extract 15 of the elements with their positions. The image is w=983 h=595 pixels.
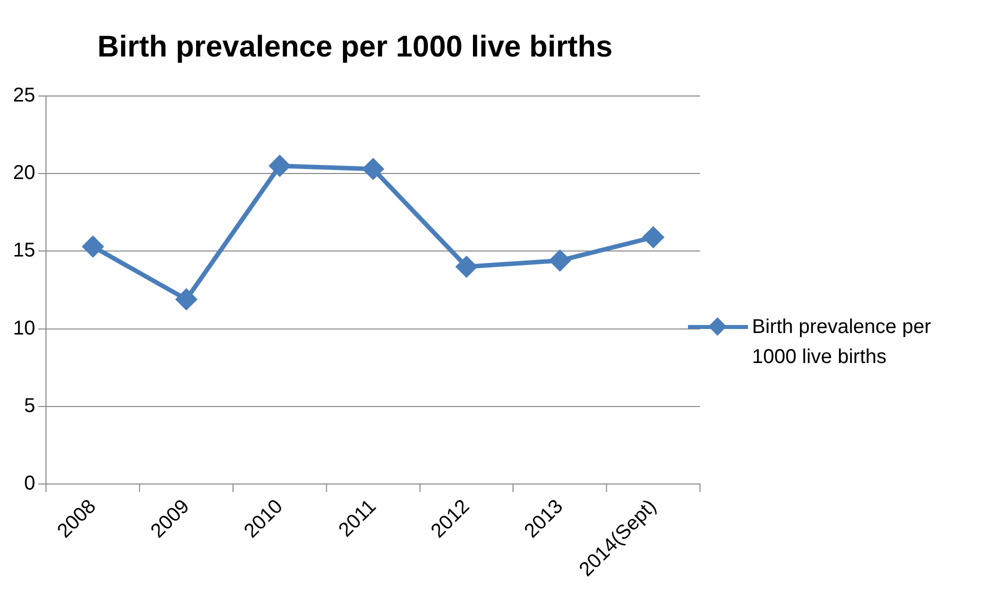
point xyxy=(456,256,477,277)
point xyxy=(82,236,104,257)
y-tick-label: 15 xyxy=(12,240,36,262)
y-tick-label: 0 xyxy=(24,472,36,495)
y-tick-label: 5 xyxy=(24,394,36,417)
point xyxy=(176,289,197,310)
chart-title: Birth prevalence per 1000 live births xyxy=(97,30,613,64)
y-tick-label: 10 xyxy=(12,317,36,340)
y-tick-label: 25 xyxy=(12,84,36,107)
point xyxy=(269,156,290,176)
point xyxy=(550,250,570,271)
y-tick-label: 20 xyxy=(12,162,36,184)
legend-label: Birth prevalence per 1000 live births xyxy=(752,315,932,370)
point xyxy=(643,227,664,248)
point xyxy=(362,158,384,180)
